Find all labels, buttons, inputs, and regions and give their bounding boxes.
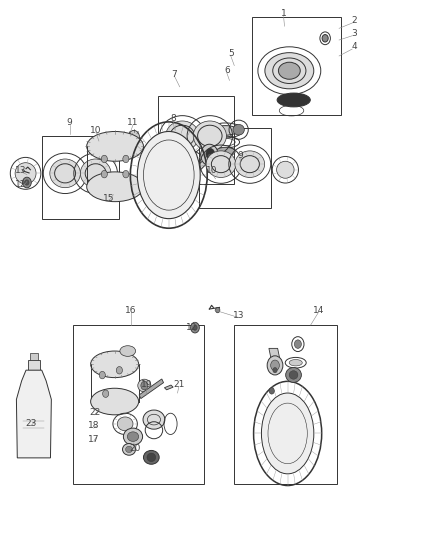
Text: 11: 11: [127, 118, 139, 127]
Text: 2: 2: [352, 17, 357, 26]
Text: 10: 10: [90, 126, 102, 135]
Text: 16: 16: [125, 305, 137, 314]
Ellipse shape: [91, 351, 139, 377]
Ellipse shape: [126, 446, 133, 453]
Text: 19: 19: [141, 380, 153, 389]
Ellipse shape: [193, 121, 226, 151]
Text: 15: 15: [103, 194, 115, 203]
Polygon shape: [204, 149, 214, 165]
Circle shape: [294, 340, 301, 349]
Text: 21: 21: [173, 380, 184, 389]
Text: 8: 8: [170, 114, 176, 123]
Ellipse shape: [216, 148, 235, 156]
Text: 1: 1: [281, 10, 286, 19]
Ellipse shape: [166, 121, 199, 151]
Ellipse shape: [286, 368, 301, 382]
Ellipse shape: [271, 360, 279, 370]
Ellipse shape: [117, 417, 133, 431]
Ellipse shape: [87, 172, 144, 201]
Bar: [73, 325, 204, 484]
Ellipse shape: [289, 370, 298, 379]
Ellipse shape: [138, 132, 200, 219]
Circle shape: [193, 325, 197, 330]
Bar: [28, 360, 40, 370]
Polygon shape: [139, 379, 163, 399]
Text: 22: 22: [89, 408, 100, 417]
Circle shape: [25, 180, 29, 185]
Circle shape: [123, 171, 129, 178]
Circle shape: [273, 368, 277, 373]
Text: 23: 23: [25, 419, 37, 428]
Text: 14: 14: [313, 305, 324, 314]
Text: 4: 4: [352, 43, 357, 52]
Circle shape: [269, 387, 274, 394]
Text: 18: 18: [88, 422, 99, 431]
Text: 12: 12: [14, 180, 26, 189]
Text: 17: 17: [88, 435, 99, 444]
Text: 20: 20: [130, 444, 141, 453]
Ellipse shape: [213, 126, 238, 135]
Text: 7: 7: [172, 70, 177, 78]
Ellipse shape: [144, 450, 159, 464]
Circle shape: [22, 177, 31, 188]
Text: 3: 3: [351, 29, 357, 38]
Ellipse shape: [201, 144, 218, 165]
Bar: [252, 17, 341, 115]
Ellipse shape: [123, 443, 136, 455]
Text: 12: 12: [186, 323, 198, 332]
Circle shape: [117, 367, 123, 374]
Circle shape: [141, 381, 148, 390]
Bar: [29, 353, 38, 360]
Circle shape: [99, 372, 106, 379]
Ellipse shape: [279, 62, 300, 79]
Ellipse shape: [143, 410, 165, 429]
Bar: [199, 128, 272, 208]
Ellipse shape: [87, 132, 144, 161]
Ellipse shape: [50, 159, 81, 188]
Ellipse shape: [81, 159, 111, 188]
Ellipse shape: [206, 151, 236, 177]
Ellipse shape: [91, 388, 139, 415]
Polygon shape: [164, 385, 173, 390]
Polygon shape: [16, 370, 51, 458]
Circle shape: [322, 35, 328, 42]
Bar: [234, 325, 337, 484]
Circle shape: [208, 154, 211, 158]
Ellipse shape: [120, 346, 136, 357]
Ellipse shape: [233, 124, 244, 135]
Ellipse shape: [147, 453, 155, 462]
Ellipse shape: [277, 93, 310, 107]
Polygon shape: [269, 349, 281, 366]
Ellipse shape: [277, 161, 294, 178]
Ellipse shape: [124, 428, 143, 445]
Ellipse shape: [127, 432, 139, 441]
Bar: [21, 405, 47, 437]
Text: 10: 10: [206, 166, 217, 175]
Ellipse shape: [267, 356, 283, 375]
Text: 9: 9: [237, 151, 243, 160]
Ellipse shape: [206, 149, 215, 159]
Ellipse shape: [15, 163, 36, 184]
Ellipse shape: [235, 151, 265, 177]
Circle shape: [191, 322, 199, 333]
Ellipse shape: [143, 161, 155, 172]
Polygon shape: [161, 160, 206, 204]
Ellipse shape: [261, 393, 314, 474]
Circle shape: [123, 155, 129, 163]
Text: 6: 6: [224, 67, 230, 75]
Circle shape: [128, 131, 140, 144]
Text: 5: 5: [228, 50, 233, 58]
Circle shape: [102, 390, 109, 398]
Text: 13: 13: [233, 311, 244, 320]
Circle shape: [101, 155, 107, 163]
Circle shape: [215, 308, 220, 313]
Ellipse shape: [138, 379, 151, 392]
Circle shape: [101, 171, 107, 178]
Bar: [158, 96, 234, 184]
Ellipse shape: [265, 53, 314, 89]
Ellipse shape: [289, 360, 302, 366]
Bar: [42, 136, 119, 219]
Text: 13: 13: [14, 166, 26, 175]
Text: 9: 9: [67, 118, 73, 127]
